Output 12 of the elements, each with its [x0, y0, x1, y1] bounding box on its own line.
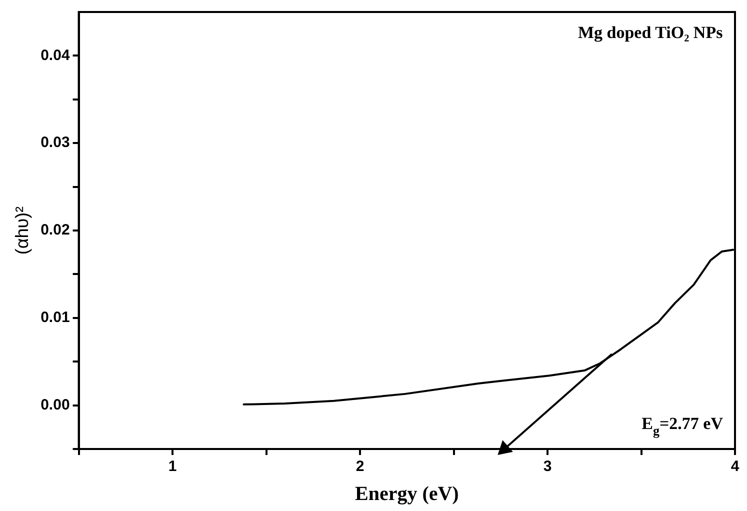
y-tick-label: 0.01: [40, 309, 70, 326]
x-tick-label: 4: [730, 458, 740, 476]
x-axis-title: Energy (eV): [354, 483, 459, 506]
y-tick-label: 0.03: [40, 134, 70, 152]
x-tick-label: 1: [168, 458, 177, 476]
annotation: Mg doped TiO₂ NPs: [578, 23, 724, 42]
text: 0.00: [40, 396, 70, 414]
y-axis-title: (αhυ)²: [12, 206, 32, 255]
y-tick-label: 0.02: [40, 222, 70, 239]
y-tick-label: 0.04: [40, 46, 70, 64]
x-tick-label: 2: [356, 458, 364, 476]
x-tick-label: 3: [543, 458, 552, 476]
